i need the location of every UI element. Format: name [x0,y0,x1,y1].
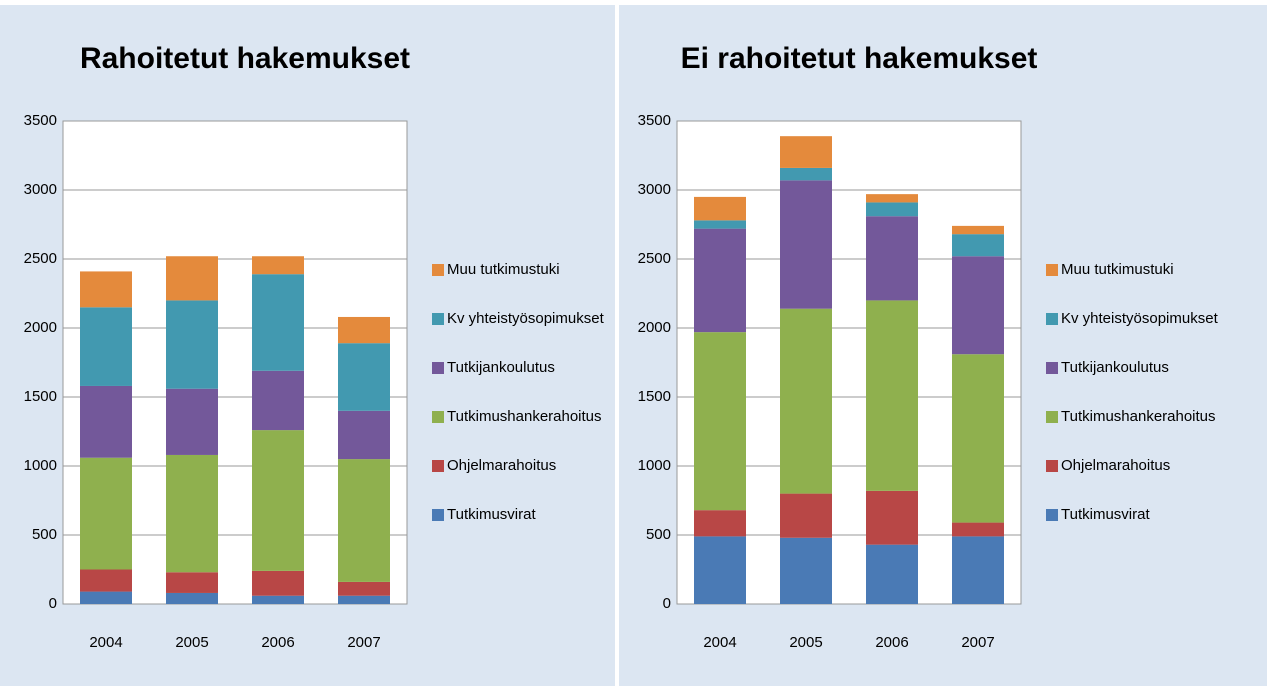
bar-segment [338,410,390,460]
bar-segment [780,308,832,494]
bar-segment [866,194,918,203]
y-tick-label: 2000 [24,319,57,336]
bar-segment [866,490,918,545]
legend-label: Tutkimushankerahoitus [447,408,602,425]
y-tick-label: 3000 [24,181,57,198]
bar-segment [694,196,746,221]
y-tick-label: 2500 [24,250,57,267]
bar-segment [338,316,390,344]
x-tick-label: 2004 [89,634,122,651]
chart-title: Rahoitetut hakemukset [80,42,410,75]
x-tick-label: 2004 [703,634,736,651]
bar-segment [80,591,132,604]
y-tick-label: 3500 [638,112,671,129]
y-tick-label: 0 [49,595,57,612]
bar-segment [952,354,1004,523]
y-tick-label: 1000 [638,457,671,474]
bar-segment [694,332,746,511]
bar-segment [338,595,390,604]
legend-swatch [1046,460,1058,472]
legend-label: Tutkimusvirat [1061,506,1150,523]
bar-segment [252,430,304,571]
y-tick-label: 500 [646,526,671,543]
bar-segment [780,537,832,604]
x-tick-label: 2007 [347,634,380,651]
bar-segment [780,493,832,538]
bar-segment [338,581,390,596]
legend-label: Tutkijankoulutus [447,359,555,376]
legend-swatch [432,313,444,325]
bar-segment [866,202,918,217]
x-tick-label: 2005 [175,634,208,651]
bar-segment [252,570,304,596]
legend-label: Ohjelmarahoitus [447,457,556,474]
bar-segment [166,300,218,389]
legend-label: Tutkimusvirat [447,506,536,523]
bar-segment [338,459,390,582]
y-tick-label: 0 [663,595,671,612]
legend-label: Ohjelmarahoitus [1061,457,1170,474]
bar-segment [952,234,1004,257]
y-tick-label: 3000 [638,181,671,198]
legend-label: Muu tutkimustuki [447,261,560,278]
bar-segment [166,256,218,301]
y-tick-label: 1000 [24,457,57,474]
legend-label: Muu tutkimustuki [1061,261,1174,278]
bar-segment [780,180,832,309]
y-tick-label: 500 [32,526,57,543]
legend-swatch [432,411,444,423]
bar-segment [252,256,304,275]
bar-segment [866,300,918,491]
bar-segment [80,271,132,308]
y-tick-label: 1500 [24,388,57,405]
legend-label: Tutkimushankerahoitus [1061,408,1216,425]
bar-segment [252,595,304,604]
x-tick-label: 2006 [875,634,908,651]
bar-segment [338,343,390,411]
bar-segment [80,307,132,386]
bar-segment [952,522,1004,537]
bar-segment [694,536,746,604]
chart-title: Ei rahoitetut hakemukset [681,42,1038,75]
bar-segment [80,569,132,592]
bar-segment [252,274,304,371]
bar-segment [166,592,218,604]
x-tick-label: 2006 [261,634,294,651]
bar-segment [952,536,1004,604]
bar-segment [866,216,918,301]
legend-label: Kv yhteistyösopimukset [447,310,605,327]
legend-swatch [1046,264,1058,276]
legend-swatch [432,362,444,374]
legend-swatch [1046,509,1058,521]
bar-segment [780,136,832,168]
bar-segment [252,370,304,431]
legend-label: Kv yhteistyösopimukset [1061,310,1219,327]
bar-segment [166,388,218,455]
bar-segment [694,510,746,537]
bar-segment [80,385,132,458]
y-tick-label: 2000 [638,319,671,336]
bar-segment [952,256,1004,355]
bar-segment [166,454,218,573]
legend-swatch [432,509,444,521]
y-tick-label: 3500 [24,112,57,129]
bar-segment [866,544,918,604]
legend-swatch [1046,362,1058,374]
bar-segment [80,457,132,570]
legend-swatch [1046,313,1058,325]
y-tick-label: 2500 [638,250,671,267]
legend-swatch [1046,411,1058,423]
y-tick-label: 1500 [638,388,671,405]
x-tick-label: 2005 [789,634,822,651]
bar-segment [694,228,746,333]
legend-label: Tutkijankoulutus [1061,359,1169,376]
bar-segment [952,225,1004,235]
legend-swatch [432,264,444,276]
legend-swatch [432,460,444,472]
bar-segment [166,572,218,593]
x-tick-label: 2007 [961,634,994,651]
bar-segment [694,220,746,229]
bar-segment [780,167,832,181]
